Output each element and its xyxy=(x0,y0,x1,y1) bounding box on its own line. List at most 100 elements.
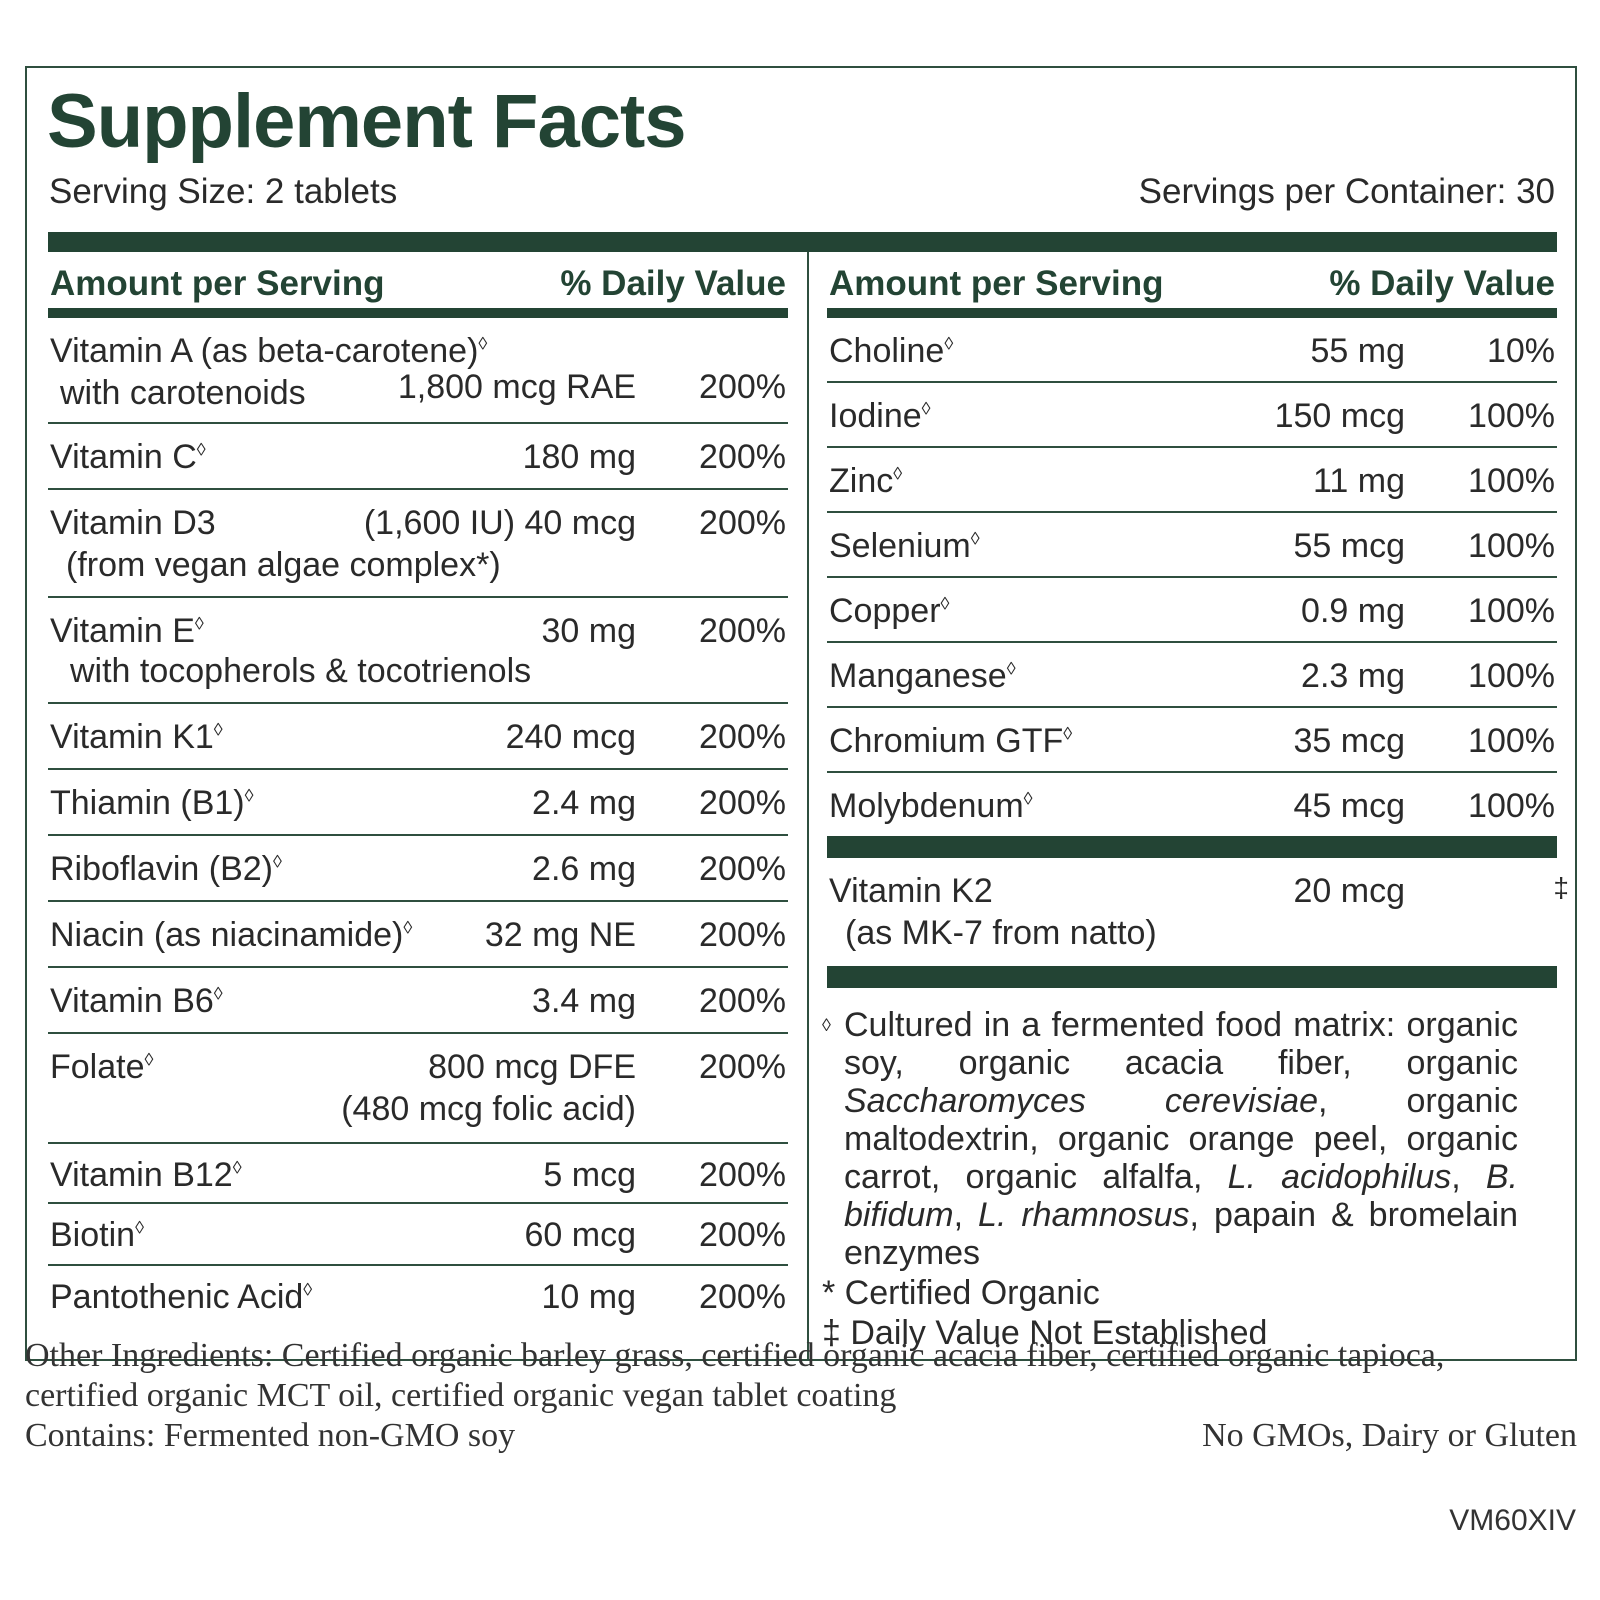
left-column-header: Amount per Serving % Daily Value xyxy=(48,252,788,308)
nutrient-amount: 5 mcg xyxy=(543,1156,636,1194)
diamond-marker: ◊ xyxy=(303,1279,313,1300)
nutrient-name: Copper◊ xyxy=(829,592,950,630)
nutrient-row-riboflavin: Riboflavin (B2)◊ 2.6 mg 200% xyxy=(48,836,788,902)
nutrient-amount: 2.4 mg xyxy=(532,784,636,822)
nutrient-amount: (1,600 IU) 40 mcg xyxy=(363,504,636,542)
nutrient-amount: 35 mcg xyxy=(1293,722,1406,760)
nutrient-amount: 0.9 mg xyxy=(1301,592,1405,630)
nutrient-dv: 100% xyxy=(1468,722,1555,760)
diamond-marker: ◊ xyxy=(944,333,954,354)
nutrient-dv: 200% xyxy=(699,718,786,756)
mineral-row-manganese: Manganese◊ 2.3 mg 100% xyxy=(827,643,1557,708)
nutrient-amount: 20 mcg xyxy=(1293,872,1406,910)
nutrient-name: Molybdenum◊ xyxy=(829,787,1033,825)
diamond-marker: ◊ xyxy=(478,333,488,354)
nutrient-dv: 200% xyxy=(699,438,786,476)
nutrient-amount: 240 mcg xyxy=(505,718,636,756)
nutrient-name: Thiamin (B1)◊ xyxy=(50,784,254,822)
other-ingredients-line-1: Other Ingredients: Certified organic bar… xyxy=(25,1337,1445,1374)
nutrient-amount: 2.6 mg xyxy=(532,850,636,888)
nutrient-row-niacin: Niacin (as niacinamide)◊ 32 mg NE 200% xyxy=(48,902,788,968)
mineral-row-copper: Copper◊ 0.9 mg 100% xyxy=(827,578,1557,643)
nutrient-name: Vitamin E◊ xyxy=(50,612,204,650)
diamond-marker: ◊ xyxy=(244,785,254,806)
mineral-row-molybdenum: Molybdenum◊ 45 mcg 100% xyxy=(827,773,1557,836)
dv-header: % Daily Value xyxy=(560,264,786,303)
amount-header: Amount per Serving xyxy=(829,264,1164,303)
nutrient-row-vitamin-c: Vitamin C◊ 180 mg 200% xyxy=(48,424,788,490)
diamond-marker: ◊ xyxy=(232,1157,242,1178)
nutrient-row-vitamin-a: Vitamin A (as beta-carotene)◊ with carot… xyxy=(48,318,788,424)
nutrient-name: Vitamin K1◊ xyxy=(50,718,223,756)
nutrient-dv: 200% xyxy=(699,612,786,650)
product-code: VM60XIV xyxy=(1449,1504,1576,1537)
diamond-marker: ◊ xyxy=(970,528,980,549)
page-title: Supplement Facts xyxy=(47,79,687,164)
organic-footnote: * Certified Organic xyxy=(822,1274,1100,1312)
nutrient-amount: 180 mg xyxy=(522,438,636,476)
nutrient-sub: (as MK-7 from natto) xyxy=(845,914,1157,952)
nutrient-name: Vitamin B12◊ xyxy=(50,1156,242,1194)
nutrient-dv: 100% xyxy=(1468,592,1555,630)
contains-line: Contains: Fermented non-GMO soy No GMOs,… xyxy=(25,1416,1577,1456)
nutrient-sub: with tocopherols & tocotrienols xyxy=(70,652,532,690)
header-rule xyxy=(48,308,788,318)
column-divider xyxy=(807,252,809,1361)
nutrient-name: Chromium GTF◊ xyxy=(829,722,1073,760)
servings-per-container: Servings per Container: 30 xyxy=(1138,172,1555,211)
dv-not-established-mark: ‡ xyxy=(1553,872,1569,903)
free-of-statement: No GMOs, Dairy or Gluten xyxy=(1202,1417,1577,1454)
nutrient-name: Vitamin A (as beta-carotene)◊ xyxy=(50,332,488,370)
amount-header: Amount per Serving xyxy=(50,264,385,303)
nutrient-amount: 60 mcg xyxy=(524,1216,637,1254)
dv-header: % Daily Value xyxy=(1329,264,1555,303)
supplement-facts-panel: Supplement Facts Serving Size: 2 tablets… xyxy=(25,66,1577,1361)
left-column: Amount per Serving % Daily Value Vitamin… xyxy=(48,252,788,1326)
diamond-marker: ◊ xyxy=(194,613,204,634)
nutrient-row-vitamin-d3: Vitamin D3 (1,600 IU) 40 mcg (from vegan… xyxy=(48,490,788,598)
nutrient-name: Vitamin K2 xyxy=(829,872,993,910)
nutrient-dv: 200% xyxy=(699,368,786,406)
diamond-marker: ◊ xyxy=(1063,723,1073,744)
nutrient-dv: 200% xyxy=(699,850,786,888)
top-rule xyxy=(48,232,1557,252)
nutrient-dv: 200% xyxy=(699,982,786,1020)
nutrient-dv: 200% xyxy=(699,504,786,542)
nutrient-row-vitamin-k1: Vitamin K1◊ 240 mcg 200% xyxy=(48,704,788,770)
right-column: Amount per Serving % Daily Value Choline… xyxy=(827,252,1569,988)
nutrient-row-vitamin-k2: Vitamin K2 (as MK-7 from natto) 20 mcg ‡ xyxy=(827,858,1569,966)
mineral-row-zinc: Zinc◊ 11 mg 100% xyxy=(827,448,1557,513)
nutrient-row-vitamin-b6: Vitamin B6◊ 3.4 mg 200% xyxy=(48,968,788,1034)
nutrient-name: Selenium◊ xyxy=(829,527,980,565)
nutrient-amount: 30 mg xyxy=(541,612,637,650)
nutrient-row-biotin: Biotin◊ 60 mcg 200% xyxy=(48,1204,788,1266)
nutrient-dv: 200% xyxy=(699,1216,786,1254)
diamond-marker: ◊ xyxy=(940,593,950,614)
diamond-marker: ◊ xyxy=(213,719,223,740)
nutrient-dv: 200% xyxy=(699,916,786,954)
nutrient-amount: 55 mg xyxy=(1310,332,1406,370)
nutrient-amount: 55 mcg xyxy=(1293,527,1406,565)
mineral-row-selenium: Selenium◊ 55 mcg 100% xyxy=(827,513,1557,578)
dv-footnote: ‡ Daily Value Not Established xyxy=(822,1314,1268,1352)
nutrient-name: Biotin◊ xyxy=(50,1216,144,1254)
mineral-row-iodine: Iodine◊ 150 mcg 100% xyxy=(827,383,1557,448)
nutrient-row-thiamin: Thiamin (B1)◊ 2.4 mg 200% xyxy=(48,770,788,836)
other-ingredients-line-2: certified organic MCT oil, certified org… xyxy=(25,1377,897,1414)
nutrient-amount: 150 mcg xyxy=(1274,397,1405,435)
nutrient-name: Riboflavin (B2)◊ xyxy=(50,850,282,888)
nutrient-amount: 45 mcg xyxy=(1293,787,1406,825)
diamond-marker: ◊ xyxy=(1006,658,1016,679)
header-rule xyxy=(827,308,1557,318)
k2-top-rule xyxy=(827,836,1557,858)
mineral-row-choline: Choline◊ 55 mg 10% xyxy=(827,318,1557,383)
diamond-marker: ◊ xyxy=(893,463,903,484)
nutrient-amount: 32 mg NE xyxy=(484,916,636,954)
nutrient-name: Choline◊ xyxy=(829,332,954,370)
footnotes: ◊ Cultured in a fermented food matrix: or… xyxy=(822,1006,1518,1352)
nutrient-name: Iodine◊ xyxy=(829,397,931,435)
nutrient-dv: 100% xyxy=(1468,397,1555,435)
diamond-marker: ◊ xyxy=(196,439,206,460)
nutrient-sub: (from vegan algae complex*) xyxy=(66,546,501,584)
nutrient-amount: 11 mg xyxy=(1313,462,1405,500)
